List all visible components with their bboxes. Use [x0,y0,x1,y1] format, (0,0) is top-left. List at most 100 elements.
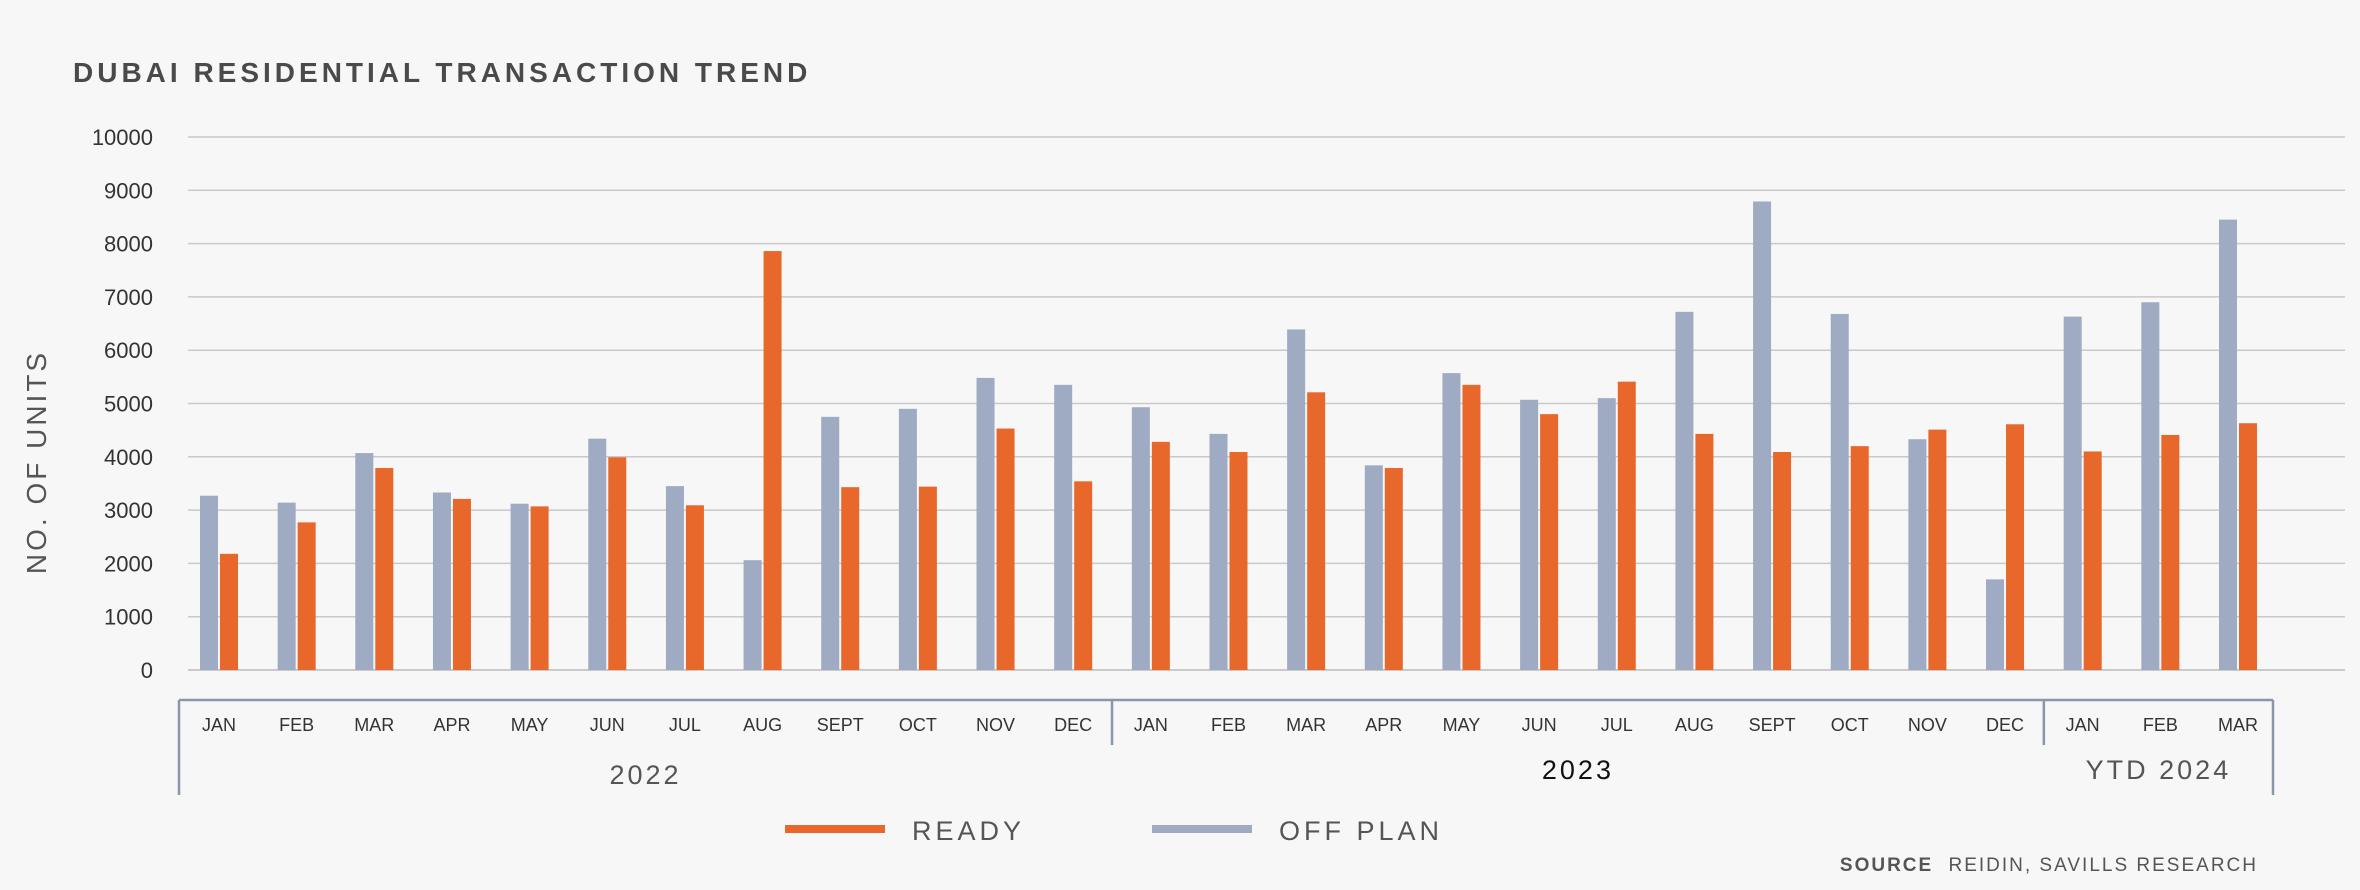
bar-ready [1850,446,1869,670]
bar-off-plan [2141,302,2160,670]
bar-ready [1617,381,1636,670]
bar-off-plan [355,453,374,670]
y-tick-label: 1000 [104,605,153,630]
bar-ready [220,553,238,670]
y-tick-label: 8000 [104,232,153,257]
bar-ready [1151,441,1170,670]
y-tick-label: 3000 [104,498,153,523]
bar-ready [2083,451,2102,670]
bar-off-plan [1753,201,1772,671]
chart-title: DUBAI RESIDENTIAL TRANSACTION TREND [73,57,811,88]
x-tick-label: MAR [354,715,394,735]
bar-ready [2239,423,2257,670]
bar-off-plan [898,408,917,670]
y-tick-label: 2000 [104,551,153,576]
y-tick-label: 5000 [104,392,153,417]
bar-off-plan [1054,384,1073,670]
bar-ready [1229,452,1248,670]
bar-ready [1462,384,1481,670]
x-tick-label: NOV [976,715,1015,735]
bar-ready [375,467,394,670]
x-tick-label: AUG [743,715,782,735]
y-tick-label: 7000 [104,285,153,310]
bar-ready [1928,429,1947,670]
x-tick-label: MAY [1443,715,1481,735]
x-tick-label: APR [1365,715,1402,735]
bar-ready [2006,424,2025,670]
legend: READY OFF PLAN [785,816,1443,846]
x-group-label: YTD 2024 [2086,755,2232,785]
bar-off-plan [1675,311,1694,670]
y-tick-label: 4000 [104,445,153,470]
bar-ready [530,506,549,670]
y-axis-label: NO. OF UNITS [21,350,52,574]
bar-ready [841,487,860,670]
bar-off-plan [1209,433,1228,670]
bar-off-plan [1520,399,1539,670]
x-tick-label: JAN [1134,715,1168,735]
bar-off-plan [2063,316,2082,670]
legend-swatch [1152,825,1252,833]
bar-ready [1307,392,1326,670]
bar-off-plan [432,492,451,670]
y-axis-ticks: 0 1000 2000 3000 4000 5000 6000 7000 8000 9000 100… [92,125,153,683]
bar-ready [918,486,937,670]
source-text: REIDIN, SAVILLS RESEARCH [1948,855,2258,876]
source-note: SOURCE REIDIN, SAVILLS RESEARCH [1840,855,2258,876]
x-tick-label: MAR [1286,715,1326,735]
y-tick-label: 0 [141,658,153,683]
x-axis: JAN FEB MAR APR MAY JUN JUL AUG SEPT OCT NOV DEC JAN… [177,698,2275,795]
source-label: SOURCE [1840,855,1933,876]
bar-ready [452,498,471,670]
x-tick-label: JAN [202,715,236,735]
x-tick-label: JAN [2066,715,2100,735]
bar-off-plan [510,503,529,670]
x-tick-label: OCT [899,715,937,735]
bar-ready [2161,434,2180,670]
y-tick-label: 6000 [104,338,153,363]
legend-label: READY [912,816,1025,846]
bar-ready [1540,414,1559,670]
x-tick-label: DEC [1054,715,1092,735]
bar-off-plan [277,502,296,670]
bars [200,201,2257,671]
y-tick-label: 10000 [92,125,153,150]
bar-ready [1773,452,1792,670]
x-tick-label: SEPT [1749,715,1796,735]
x-tick-label: JUN [1522,715,1557,735]
bar-ready [297,522,316,670]
bar-off-plan [1287,329,1306,670]
x-group-label: 2023 [1542,755,1614,785]
bar-off-plan [821,416,840,670]
x-tick-label: JUL [669,715,701,735]
bar-off-plan [200,495,218,670]
bar-off-plan [1908,439,1927,670]
bar-ready [1695,433,1714,670]
x-tick-label: JUL [1601,715,1633,735]
x-tick-label: DEC [1986,715,2024,735]
bar-off-plan [1364,465,1383,670]
x-tick-label: OCT [1831,715,1869,735]
x-tick-label: APR [433,715,470,735]
x-tick-label: FEB [1211,715,1246,735]
x-tick-label: NOV [1908,715,1947,735]
bar-off-plan [1131,407,1150,670]
x-tick-label: MAR [2218,715,2258,735]
x-tick-label: JUN [590,715,625,735]
bar-off-plan [665,486,684,670]
bar-off-plan [1830,313,1849,670]
bar-off-plan [1986,579,2005,670]
x-tick-label: FEB [279,715,314,735]
bar-ready [996,428,1015,670]
bar-ready [685,505,704,670]
bar-off-plan [2219,219,2237,671]
x-tick-label: MAY [511,715,549,735]
legend-swatch [785,825,885,833]
bar-ready [763,251,782,670]
bar-off-plan [1597,398,1616,670]
bar-ready [1074,481,1093,670]
bar-ready [1384,467,1403,670]
bar-off-plan [743,560,762,670]
legend-label: OFF PLAN [1279,816,1443,846]
